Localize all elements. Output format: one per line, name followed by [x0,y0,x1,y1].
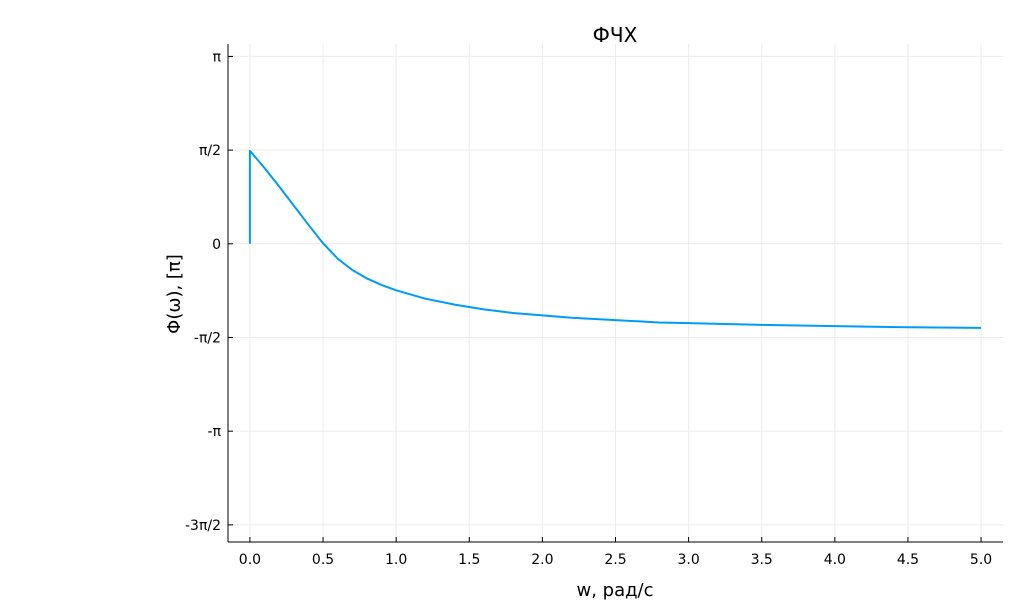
x-tick-label: 2.5 [604,552,626,568]
x-tick-label: 4.0 [824,552,846,568]
x-tick-label: 2.0 [531,552,553,568]
y-tick-label: -π [208,424,222,440]
series-line [248,149,982,329]
x-tick-label: 0.5 [312,552,334,568]
x-axis-label: w, рад/с [576,580,653,600]
x-tick-label: 0.0 [239,552,261,568]
y-tick-label: π [213,49,222,65]
x-tick-label: 4.5 [897,552,919,568]
x-tick-label: 1.5 [458,552,480,568]
x-ticks: 0.0 0.5 1.0 1.5 2.0 2.5 3.0 3.5 4.0 4.5 5.0 [239,537,992,568]
x-tick-label: 1.0 [385,552,407,568]
y-tick-label: -3π/2 [185,518,221,534]
y-axis-label: Φ(ω), [π] [164,254,185,334]
y-ticks: π π/2 0 -π/2 -π -3π/2 [185,49,233,534]
x-tick-label: 5.0 [970,552,992,568]
x-tick-label: 3.5 [751,552,773,568]
y-tick-label: -π/2 [194,330,221,346]
chart-title: ФЧХ [593,23,638,47]
grid [228,44,1003,542]
y-tick-label: π/2 [199,143,221,159]
x-tick-label: 3.0 [677,552,699,568]
series-layer [248,149,982,329]
y-tick-label: 0 [212,237,221,253]
